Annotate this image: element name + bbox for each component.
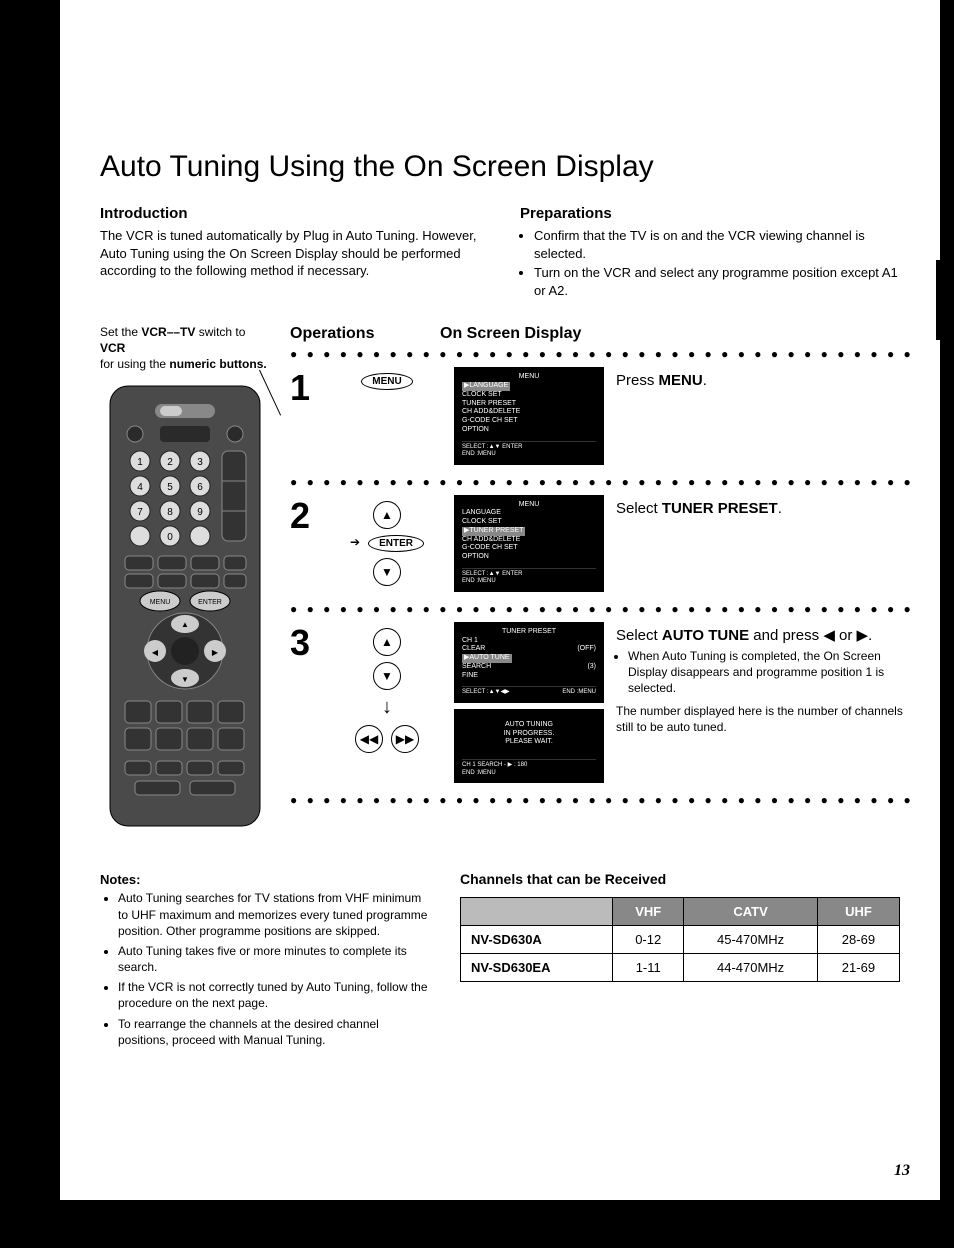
section-side-label: Setting Up <box>950 340 954 434</box>
step-description: Press MENU. <box>616 367 914 391</box>
osd-screen-menu: MENU LANGUAGE CLOCK SET ▶TUNER PRESET CH… <box>454 495 604 592</box>
svg-text:2: 2 <box>167 457 173 468</box>
svg-text:▼: ▼ <box>181 675 189 684</box>
enter-button: ENTER <box>368 535 424 552</box>
svg-text:ENTER: ENTER <box>198 599 222 606</box>
step-number: 3 <box>290 622 320 664</box>
prep-item: Confirm that the TV is on and the VCR vi… <box>534 227 900 262</box>
step-description: Select AUTO TUNE and press or . When Aut… <box>616 622 914 735</box>
table-row: NV-SD630A 0-12 45-470MHz 28-69 <box>461 925 900 953</box>
table-header: CATV <box>684 897 818 925</box>
preparations-block: Preparations Confirm that the TV is on a… <box>520 204 900 301</box>
svg-text:7: 7 <box>137 507 143 518</box>
nav-up-button: ▲ <box>373 628 401 656</box>
menu-button: MENU <box>361 373 412 390</box>
svg-text:6: 6 <box>197 482 203 493</box>
channels-heading: Channels that can be Received <box>460 871 900 887</box>
rewind-button: ◀◀ <box>355 725 383 753</box>
channels-table: VHF CATV UHF NV-SD630A 0-12 45-470MHz 28… <box>460 897 900 982</box>
osd-heading: On Screen Display <box>440 325 914 343</box>
prep-item: Turn on the VCR and select any programme… <box>534 264 900 299</box>
svg-text:3: 3 <box>197 457 203 468</box>
step-number: 2 <box>290 495 320 537</box>
arrow-right-icon: ➔ <box>350 535 360 552</box>
page-title: Auto Tuning Using the On Screen Display <box>100 150 900 184</box>
step-description: Select TUNER PRESET. <box>616 495 914 519</box>
osd-screen-menu: MENU ▶LANGUAGE CLOCK SET TUNER PRESET CH… <box>454 367 604 464</box>
page-number: 13 <box>894 1162 910 1180</box>
divider: ● ● ● ● ● ● ● ● ● ● ● ● ● ● ● ● ● ● ● ● … <box>290 475 914 489</box>
arrow-down-icon: ↓ <box>382 696 392 719</box>
note-item: To rearrange the channels at the desired… <box>118 1016 430 1048</box>
osd-screen-tuner-preset: TUNER PRESET CH 1 CLEAR(OFF) ▶AUTO TUNE … <box>454 622 604 703</box>
svg-text:◀: ◀ <box>152 648 159 657</box>
nav-down-button: ▼ <box>373 558 401 586</box>
introduction-body: The VCR is tuned automatically by Plug i… <box>100 227 480 280</box>
svg-text:0: 0 <box>167 532 173 543</box>
svg-text:▲: ▲ <box>181 620 189 629</box>
channels-block: Channels that can be Received VHF CATV U… <box>460 871 900 1052</box>
divider: ● ● ● ● ● ● ● ● ● ● ● ● ● ● ● ● ● ● ● ● … <box>290 602 914 616</box>
table-header-empty <box>461 897 613 925</box>
svg-text:9: 9 <box>197 507 203 518</box>
note-item: Auto Tuning searches for TV stations fro… <box>118 890 430 939</box>
introduction-heading: Introduction <box>100 204 480 224</box>
operations-heading: Operations <box>290 325 440 343</box>
note-item: Auto Tuning takes five or more minutes t… <box>118 943 430 975</box>
left-triangle-icon <box>823 627 835 644</box>
table-header: VHF <box>613 897 684 925</box>
svg-text:8: 8 <box>167 507 173 518</box>
forward-button: ▶▶ <box>391 725 419 753</box>
notes-block: Notes: Auto Tuning searches for TV stati… <box>100 871 430 1052</box>
step-number: 1 <box>290 367 320 409</box>
remote-caption: Set the VCR––TV switch to VCR for using … <box>100 325 270 372</box>
right-margin <box>940 0 954 1200</box>
introduction-block: Introduction The VCR is tuned automatica… <box>100 204 480 301</box>
divider: ● ● ● ● ● ● ● ● ● ● ● ● ● ● ● ● ● ● ● ● … <box>290 793 914 807</box>
osd-screen-autotune-progress: AUTO TUNING IN PROGRESS. PLEASE WAIT. CH… <box>454 709 604 783</box>
svg-text:▶: ▶ <box>212 648 219 657</box>
nav-up-button: ▲ <box>373 501 401 529</box>
remote-control-illustration: 1 2 3 4 5 6 7 8 9 0 <box>100 376 270 836</box>
table-header: UHF <box>817 897 899 925</box>
svg-text:1: 1 <box>137 457 143 468</box>
table-row: NV-SD630EA 1-11 44-470MHz 21-69 <box>461 953 900 981</box>
nav-down-button: ▼ <box>373 662 401 690</box>
svg-text:4: 4 <box>137 482 143 493</box>
note-item: If the VCR is not correctly tuned by Aut… <box>118 979 430 1011</box>
thumb-tab <box>936 260 954 340</box>
svg-text:MENU: MENU <box>150 599 171 606</box>
svg-text:5: 5 <box>167 482 173 493</box>
right-triangle-icon <box>857 627 869 644</box>
notes-heading: Notes: <box>100 871 430 889</box>
preparations-heading: Preparations <box>520 204 900 224</box>
divider: ● ● ● ● ● ● ● ● ● ● ● ● ● ● ● ● ● ● ● ● … <box>290 347 914 361</box>
ops-headers: Operations On Screen Display <box>290 325 914 343</box>
